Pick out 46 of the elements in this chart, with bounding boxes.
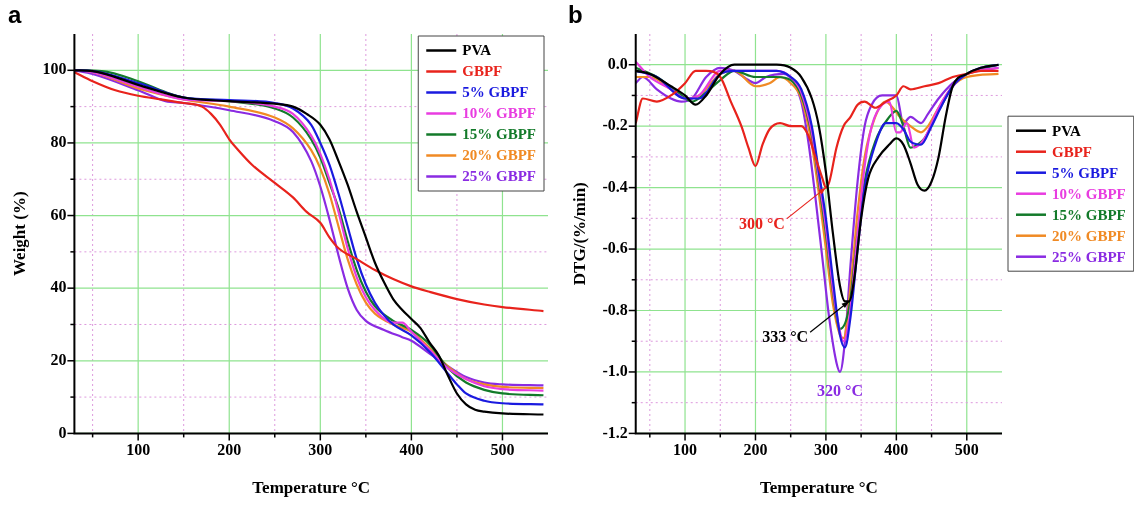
x-tick-label: 300 [308, 441, 333, 459]
x-tick-label: 400 [399, 441, 424, 459]
legend-label: GBPF [1052, 143, 1092, 160]
y-tick-label: 100 [42, 60, 67, 78]
y-axis-title: DTG/(%/min) [569, 182, 589, 286]
x-tick-label: 200 [217, 441, 242, 459]
y-tick-label: -0.6 [602, 239, 628, 257]
y-tick-label: -0.8 [602, 300, 628, 318]
y-tick-label: -1.0 [602, 362, 628, 380]
legend-label: 25% GBPF [1052, 248, 1126, 265]
x-tick-label: 200 [743, 441, 768, 459]
legend-label: PVA [1052, 122, 1082, 139]
y-tick-label: 60 [50, 205, 67, 223]
annotation: 333 °C [762, 328, 809, 346]
legend-label: 10% GBPF [462, 105, 536, 122]
x-tick-label: 500 [490, 441, 515, 459]
annotation: 320 °C [817, 382, 863, 400]
legend-label: 20% GBPF [462, 147, 536, 164]
y-tick-label: 0 [58, 423, 67, 441]
x-tick-label: 300 [813, 441, 838, 459]
y-tick-label: 20 [50, 350, 67, 368]
legend-label: 20% GBPF [1052, 227, 1126, 244]
chart-title: a [8, 0, 22, 28]
x-axis-title: Temperature °C [759, 478, 878, 498]
y-tick-label: -1.2 [602, 423, 628, 441]
x-tick-label: 400 [884, 441, 909, 459]
annotation: 300 °C [738, 214, 785, 232]
x-axis-title: Temperature °C [252, 478, 371, 498]
legend-label: 5% GBPF [462, 84, 529, 101]
y-tick-label: 80 [50, 133, 67, 151]
y-tick-label: -0.2 [602, 116, 628, 134]
y-axis-title: Weight (%) [9, 191, 29, 276]
x-tick-label: 100 [126, 441, 151, 459]
legend-label: 15% GBPF [462, 126, 536, 143]
y-tick-label: -0.4 [602, 177, 628, 195]
legend-label: 25% GBPF [462, 168, 536, 185]
y-tick-label: 40 [50, 278, 67, 296]
x-tick-label: 100 [673, 441, 698, 459]
legend-label: GBPF [462, 63, 503, 80]
legend-label: 10% GBPF [1052, 185, 1126, 202]
y-tick-label: 0.0 [607, 54, 628, 72]
chart-title: b [568, 0, 583, 28]
legend-label: PVA [462, 42, 492, 59]
x-tick-label: 500 [954, 441, 979, 459]
legend-label: 5% GBPF [1052, 164, 1119, 181]
legend-label: 15% GBPF [1052, 206, 1126, 223]
